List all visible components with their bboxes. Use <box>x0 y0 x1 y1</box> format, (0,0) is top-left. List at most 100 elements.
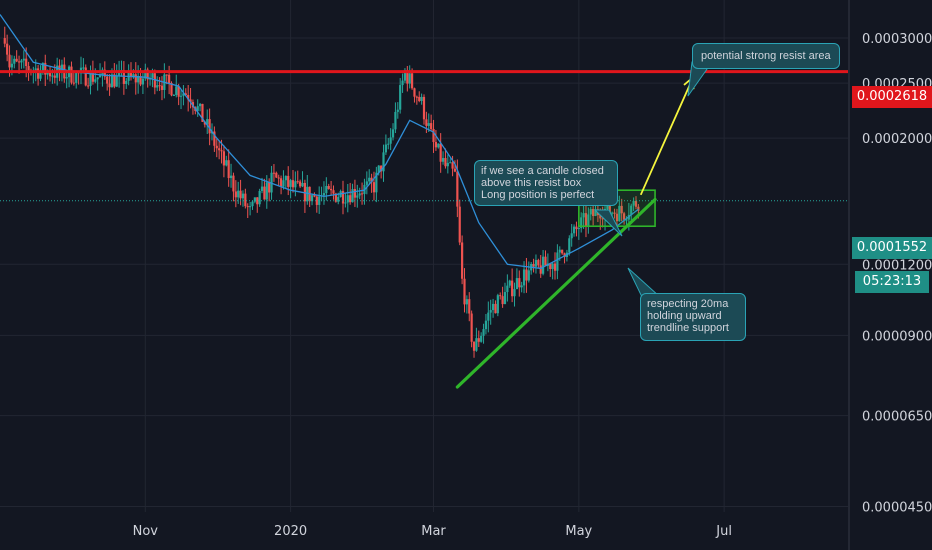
candle-body <box>189 99 192 103</box>
candle-body <box>137 75 140 83</box>
candle-body <box>22 58 25 61</box>
current-price-value: 0.0001552 <box>856 240 928 255</box>
candle-body <box>156 85 159 88</box>
candle-body <box>291 180 295 188</box>
candle-body <box>132 74 135 77</box>
candle-body <box>399 85 402 110</box>
candle-body <box>387 143 390 145</box>
candle-body <box>391 129 395 138</box>
candle-body <box>506 285 509 293</box>
candle-body <box>611 212 614 214</box>
candle-body <box>358 193 361 196</box>
candle-body <box>168 74 171 84</box>
candle-body <box>494 303 497 314</box>
x-tick-label: Jul <box>715 524 732 539</box>
candle-body <box>284 175 287 181</box>
candle-body <box>349 195 352 203</box>
candle-body <box>160 85 164 90</box>
candle-body <box>551 263 554 270</box>
candle-body <box>410 73 414 89</box>
candle-body <box>480 335 483 342</box>
candle-body <box>306 186 309 202</box>
arrow-shaft <box>639 76 694 196</box>
candle-note-line: above this resist box <box>481 177 582 189</box>
candle-body <box>477 338 480 342</box>
candle-body <box>353 189 357 198</box>
candle-body <box>496 295 499 314</box>
candle-body <box>334 193 337 202</box>
candle-body <box>182 93 185 96</box>
callout-pointers <box>593 61 713 298</box>
candle-body <box>144 69 147 79</box>
candle-body <box>87 85 90 87</box>
candle-body <box>465 299 468 305</box>
candle-body <box>289 180 292 187</box>
x-tick-label: 2020 <box>274 524 307 539</box>
candle-body <box>72 82 75 84</box>
resistance-price-value: 0.0002618 <box>856 89 928 104</box>
candle-body <box>520 285 523 288</box>
candle-body <box>206 119 209 125</box>
candle-body <box>582 213 585 218</box>
candle-body <box>303 182 306 202</box>
candle-body <box>344 202 347 204</box>
candle-body <box>263 186 266 200</box>
candle-note-callout: if we see a candle closed above this res… <box>474 160 618 206</box>
candle-body <box>106 76 109 84</box>
candle-body <box>94 79 97 82</box>
candle-body <box>6 43 9 55</box>
candle-body <box>187 94 190 100</box>
candle-body <box>491 303 495 311</box>
candle-body <box>449 162 452 164</box>
candle-body <box>380 165 383 172</box>
candle-body <box>503 292 507 305</box>
candle-body <box>513 289 516 297</box>
candle-body <box>146 69 149 80</box>
candle-body <box>420 96 423 101</box>
candle-body <box>522 269 526 286</box>
candle-body <box>327 185 330 189</box>
candle-body <box>437 143 440 148</box>
candle-body <box>222 151 226 166</box>
y-tick-label: 0.0000650 <box>862 410 932 425</box>
x-axis: Nov 2020 Mar May Jul <box>133 524 732 539</box>
candle-body <box>401 80 404 86</box>
candle-body <box>213 131 216 146</box>
candle-body <box>587 214 590 226</box>
candle-body <box>499 295 502 297</box>
candle-body <box>196 106 199 111</box>
candle-body <box>441 158 445 162</box>
candle-body <box>201 103 204 122</box>
candle-body <box>622 213 626 220</box>
candle-body <box>518 278 521 288</box>
candle-body <box>330 188 333 191</box>
candle-body <box>244 193 247 207</box>
candle-body <box>592 208 595 217</box>
candle-body <box>599 215 602 219</box>
candle-body <box>296 181 299 183</box>
candle-body <box>294 181 297 188</box>
candle-body <box>427 123 430 126</box>
candle-body <box>568 238 571 253</box>
candle-body <box>310 195 314 202</box>
candle-body <box>341 191 345 204</box>
candle-body <box>265 182 268 200</box>
candle-body <box>630 205 633 215</box>
candle-body <box>13 58 16 64</box>
candle-body <box>620 205 623 214</box>
candle-body <box>372 182 376 193</box>
candle-body <box>394 111 397 130</box>
candle-body <box>118 71 121 76</box>
candle-body <box>158 85 161 87</box>
candle-body <box>594 209 597 217</box>
trendline <box>455 197 657 389</box>
candle-body <box>601 218 604 220</box>
candle-body <box>53 75 56 78</box>
candle-body <box>487 312 490 321</box>
candle-body <box>325 185 328 194</box>
current-price-tag: 0.0001552 <box>852 237 932 259</box>
candle-body <box>425 119 428 126</box>
candle-body <box>580 217 583 229</box>
candle-body <box>34 68 37 71</box>
